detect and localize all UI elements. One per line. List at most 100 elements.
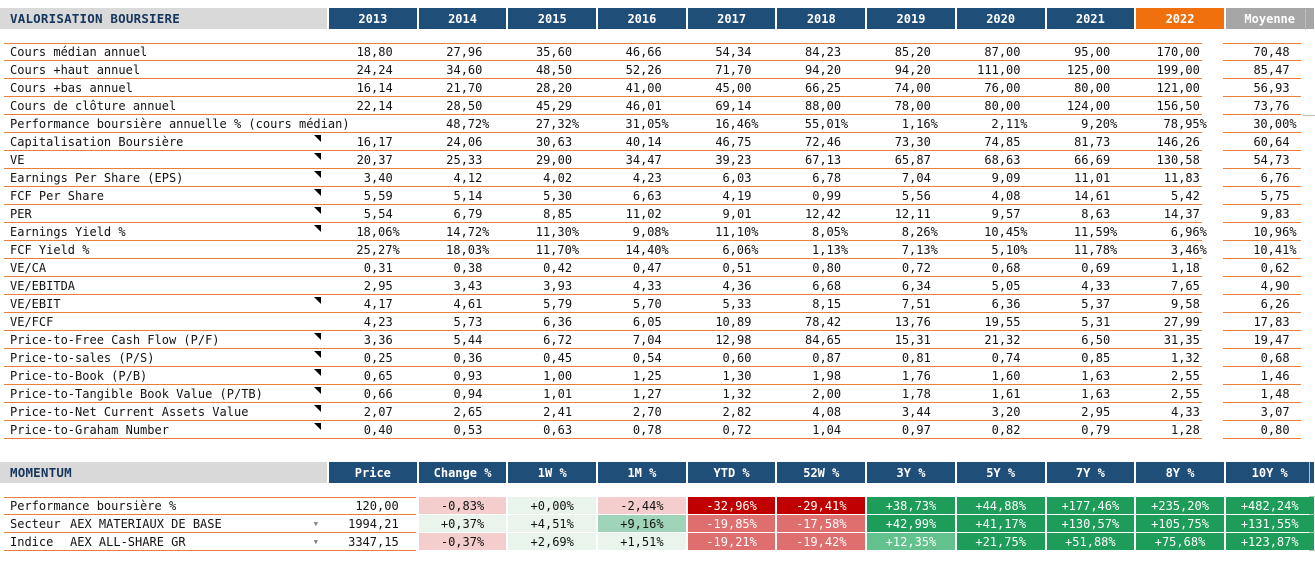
row-line [4, 384, 1202, 385]
table-row: VE/EBIT 4,17 4,61 5,79 5,70 5,33 8,15 7,51 6,36 5… [0, 295, 1315, 313]
value-cell: 1,63 [1081, 369, 1111, 383]
row-line [1223, 438, 1301, 439]
value-cell: 9,01 [722, 207, 752, 221]
value-cell: 4,90 [1260, 279, 1290, 293]
dropdown-arrow-icon[interactable]: ▼ [313, 520, 318, 528]
value-cell: 34,47 [625, 153, 662, 167]
value-cell: 24,24 [356, 63, 393, 77]
momentum-value-cell: -0,83% [418, 497, 507, 514]
year-header-2014: 2014 [418, 8, 507, 29]
value-cell: 10,45% [984, 225, 1028, 239]
value-cell: 16,14 [356, 81, 393, 95]
value-cell: 17,83 [1253, 315, 1290, 329]
momentum-value-cell: +0,37% [418, 515, 507, 532]
row-line [1223, 420, 1301, 421]
momentum-row-name: Indice [10, 535, 54, 549]
value-cell: 45,00 [715, 81, 752, 95]
row-label: Price-to-sales (P/S) [0, 349, 327, 367]
dropdown-arrow-icon[interactable]: ▼ [313, 538, 318, 546]
row-line [4, 258, 1202, 259]
value-cell: 66,25 [805, 81, 842, 95]
value-cell: 11,78% [1073, 243, 1118, 257]
value-cell: 0,62 [1260, 261, 1290, 275]
value-cell: 11,83 [1163, 171, 1200, 185]
value-cell: 68,63 [984, 153, 1021, 167]
value-cell: 73,30 [894, 135, 931, 149]
value-cell: 81,73 [1074, 135, 1111, 149]
momentum-header-10y-: 10Y % [1225, 462, 1314, 483]
row-label: Cours médian annuel [10, 45, 148, 59]
value-cell: 0,68 [1260, 351, 1290, 365]
value-cell: 3,44 [901, 405, 931, 419]
year-header-2017: 2017 [687, 8, 776, 29]
value-cell: 5,37 [1081, 297, 1111, 311]
row-label: Cours +haut annuel [10, 63, 141, 77]
value-cell: 5,10% [991, 243, 1028, 257]
row-line [4, 438, 1202, 439]
value-cell: 65,87 [894, 153, 931, 167]
row-line [4, 420, 1202, 421]
value-cell: 0,63 [543, 423, 573, 437]
value-cell: 6,68 [812, 279, 842, 293]
note-marker-icon [314, 207, 321, 214]
momentum-value-cell: +41,17% [956, 515, 1045, 532]
value-cell: 0,72 [722, 423, 752, 437]
row-line [1223, 204, 1301, 205]
row-label: VE/CA [10, 261, 47, 275]
momentum-section-title: MOMENTUM [0, 462, 327, 483]
row-line [4, 366, 1202, 367]
value-cell: 84,23 [805, 45, 842, 59]
momentum-table: Performance boursière % 120,00 -0,83% +0,00… [0, 497, 1315, 551]
value-cell: 78,00 [894, 99, 931, 113]
value-cell: 6,36 [543, 315, 573, 329]
note-marker-icon [314, 225, 321, 232]
value-cell: 7,04 [632, 333, 662, 347]
value-cell: 10,41% [1253, 243, 1297, 257]
value-cell: 1,25 [632, 369, 662, 383]
momentum-value-cell: +1,51% [598, 533, 686, 550]
value-cell: 48,72% [446, 117, 490, 131]
value-cell: 0,68 [991, 261, 1021, 275]
value-cell: 11,02 [625, 207, 662, 221]
value-cell: 0,53 [453, 423, 483, 437]
value-cell: 6,78 [812, 171, 842, 185]
value-cell: 9,57 [991, 207, 1021, 221]
value-cell: 80,00 [1074, 81, 1111, 95]
value-cell: 0,25 [363, 351, 393, 365]
row-label: Price-to-Net Current Assets Value [0, 403, 327, 421]
momentum-section: MOMENTUM Price Change % 1W % 1M % YTD % 52W %… [0, 462, 1315, 551]
value-cell: 146,26 [1156, 135, 1200, 149]
row-label: Price-to-Graham Number [0, 421, 327, 439]
row-line [4, 294, 1202, 295]
value-cell: 1,48 [1260, 387, 1290, 401]
note-marker-icon [314, 171, 321, 178]
row-line [4, 497, 416, 498]
value-cell: 4,23 [363, 315, 393, 329]
value-cell: 0,97 [901, 423, 931, 437]
value-cell: 6,72 [543, 333, 573, 347]
momentum-value-cell: +131,55% [1225, 515, 1314, 532]
value-cell: 2,11% [991, 117, 1028, 131]
value-cell: 27,96 [446, 45, 483, 59]
value-cell: 7,13% [901, 243, 938, 257]
momentum-row-label: Secteur AEX MATERIAUX DE BASE ▼ [0, 515, 327, 533]
value-cell: 2,65 [453, 405, 483, 419]
momentum-value-cell: +235,20% [1136, 497, 1224, 514]
value-cell: 0,66 [363, 387, 393, 401]
row-line [1223, 312, 1301, 313]
value-cell: 0,74 [991, 351, 1021, 365]
value-cell: 12,42 [805, 207, 842, 221]
gridline-stub [1309, 514, 1315, 515]
table-row: Price-to-Book (P/B) 0,65 0,93 1,00 1,25 1,30 1… [0, 367, 1315, 385]
table-row: FCF Per Share 5,59 5,14 5,30 6,63 4,19 0,99 5,5… [0, 187, 1315, 205]
value-cell: 6,05 [632, 315, 662, 329]
value-cell: 14,40% [625, 243, 669, 257]
value-cell: 1,78 [901, 387, 931, 401]
row-line [1223, 402, 1301, 403]
momentum-value-cell: +75,68% [1136, 533, 1224, 550]
value-cell: 0,60 [722, 351, 752, 365]
value-cell: 9,09 [991, 171, 1021, 185]
momentum-value-cell: +482,24% [1225, 497, 1314, 514]
value-cell: 6,06% [722, 243, 759, 257]
table-row: Cours +bas annuel 16,14 21,70 28,20 41,00 45,… [0, 79, 1315, 97]
